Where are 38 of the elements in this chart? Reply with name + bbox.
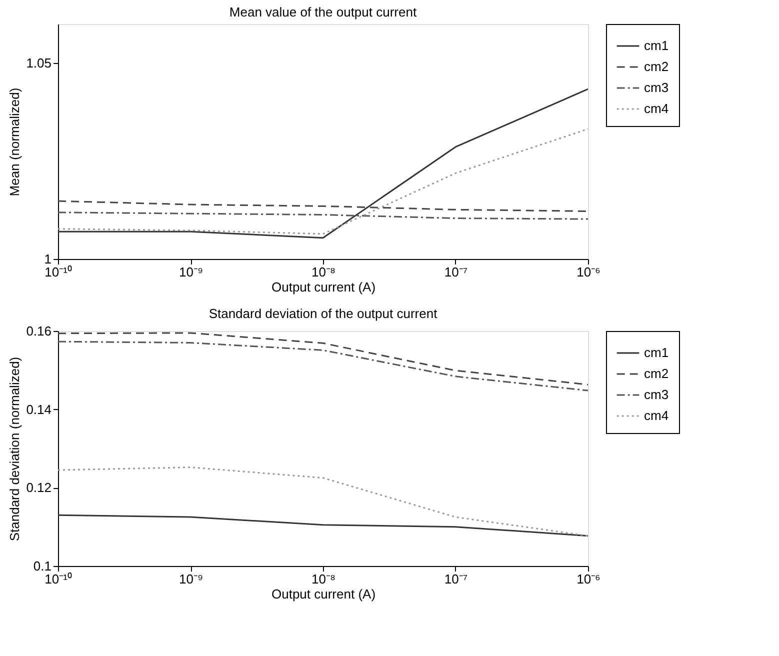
line-series [58,466,588,537]
x-tick-label: 10⁻⁸ [312,572,336,586]
x-tick-label: 10⁻⁸ [312,264,336,280]
line-series [58,128,588,235]
x-tick-label: 10⁻⁶ [576,572,600,586]
y-tick-label: 0.14 [26,402,52,417]
legend-label: cm1 [644,38,669,53]
x-tick-label: 10⁻⁷ [444,264,468,280]
x-axis-title: Output current (A) [271,586,376,602]
legend-label: cm3 [644,387,669,402]
y-tick-label: 0.12 [26,480,52,496]
legend-label: cm4 [644,408,669,423]
legend-label: cm3 [644,80,669,95]
line-series [58,200,588,212]
chart-title: Mean value of the output current [229,4,417,20]
line-series [58,514,588,537]
x-axis-title: Output current (A) [271,280,376,294]
y-tick-label: 1 [44,252,52,266]
y-axis-title: Standard deviation (normalized) [7,356,22,542]
chart-title: Standard deviation of the output current [208,306,438,321]
legend-label: cm1 [644,345,669,360]
y-axis-title: Mean (normalized) [7,88,22,196]
x-tick-label: 10⁻¹⁰ [44,572,72,586]
y-tick-label: 0.1 [33,558,52,574]
line-series [58,340,588,392]
x-tick-label: 10⁻⁹ [178,264,204,280]
x-tick-label: 10⁻¹⁰ [44,264,72,280]
x-tick-label: 10⁻⁷ [444,572,468,586]
line-series [58,332,588,386]
line-series [58,212,588,220]
line-series [58,88,588,239]
y-tick-label: 0.16 [26,324,52,338]
x-tick-label: 10⁻⁶ [576,264,600,280]
legend-label: cm2 [644,366,669,381]
legend-label: cm2 [644,59,669,74]
x-tick-label: 10⁻⁹ [178,572,204,586]
y-tick-label: 1.05 [26,56,52,71]
legend-label: cm4 [644,101,669,116]
